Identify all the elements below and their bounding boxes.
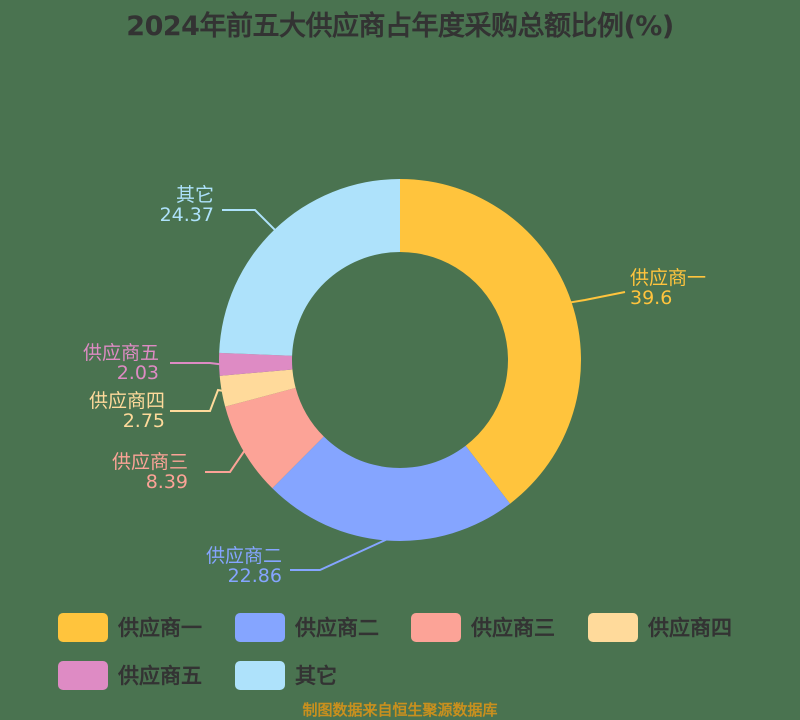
slice-label-value: 24.37 (159, 204, 214, 226)
slice-label-value: 2.75 (122, 410, 165, 432)
leader-line (290, 537, 389, 571)
leader-line (569, 291, 626, 304)
legend-item-supplier-5[interactable]: 供应商五 (58, 660, 202, 690)
legend-label: 供应商五 (118, 664, 202, 688)
slice-label-value: 22.86 (227, 565, 282, 587)
leader-line (170, 388, 224, 412)
slice-label-name: 供应商五 (82, 342, 159, 364)
leader-line (205, 449, 247, 473)
donut-slices (219, 179, 581, 541)
slice-label-supplier-2: 供应商二 22.86 (206, 546, 282, 586)
leader-line (170, 362, 222, 366)
legend-label: 供应商三 (471, 616, 555, 640)
legend-swatch (58, 612, 108, 642)
leader-line (222, 209, 277, 232)
slice-label-supplier-4: 供应商四 2.75 (89, 391, 165, 431)
slice-label-name: 供应商三 (111, 451, 188, 473)
slice-label-value: 2.03 (116, 362, 159, 384)
legend-item-supplier-2[interactable]: 供应商二 (235, 612, 379, 642)
legend-swatch (235, 612, 285, 642)
leader-lines (170, 209, 626, 571)
legend-label: 供应商一 (118, 616, 202, 640)
legend-label: 其它 (295, 664, 337, 688)
slice-label-value: 39.6 (630, 287, 673, 309)
legend-swatch (588, 612, 638, 642)
slice-label-other: 其它 24.37 (160, 185, 214, 225)
slice-label-supplier-3: 供应商三 8.39 (112, 452, 188, 492)
legend-item-other[interactable]: 其它 (235, 660, 337, 690)
slice-label-value: 8.39 (145, 471, 188, 493)
data-source-note: 制图数据来自恒生聚源数据库 (302, 701, 498, 719)
slice-label-supplier-5: 供应商五 2.03 (83, 343, 159, 383)
legend-item-supplier-1[interactable]: 供应商一 (58, 612, 202, 642)
donut-slice[interactable] (400, 179, 581, 504)
donut-slice[interactable] (225, 387, 324, 489)
donut-slice[interactable] (219, 369, 296, 407)
legend-label: 供应商四 (648, 616, 732, 640)
slice-label-name: 供应商一 (630, 267, 707, 289)
legend-label: 供应商二 (295, 616, 379, 640)
slice-label-name: 其它 (175, 184, 214, 206)
donut-slice[interactable] (272, 436, 511, 541)
legend-swatch (411, 612, 461, 642)
legend-swatch (58, 660, 108, 690)
slice-label-name: 供应商四 (88, 390, 165, 412)
chart-title: 2024年前五大供应商占年度采购总额比例(%) (126, 11, 674, 42)
donut-slice[interactable] (219, 179, 400, 356)
slice-label-supplier-1: 供应商一 39.6 (630, 268, 706, 308)
legend-swatch (235, 660, 285, 690)
donut-slice[interactable] (219, 352, 293, 376)
slice-label-name: 供应商二 (205, 545, 282, 567)
legend-item-supplier-4[interactable]: 供应商四 (588, 612, 732, 642)
legend-item-supplier-3[interactable]: 供应商三 (411, 612, 555, 642)
